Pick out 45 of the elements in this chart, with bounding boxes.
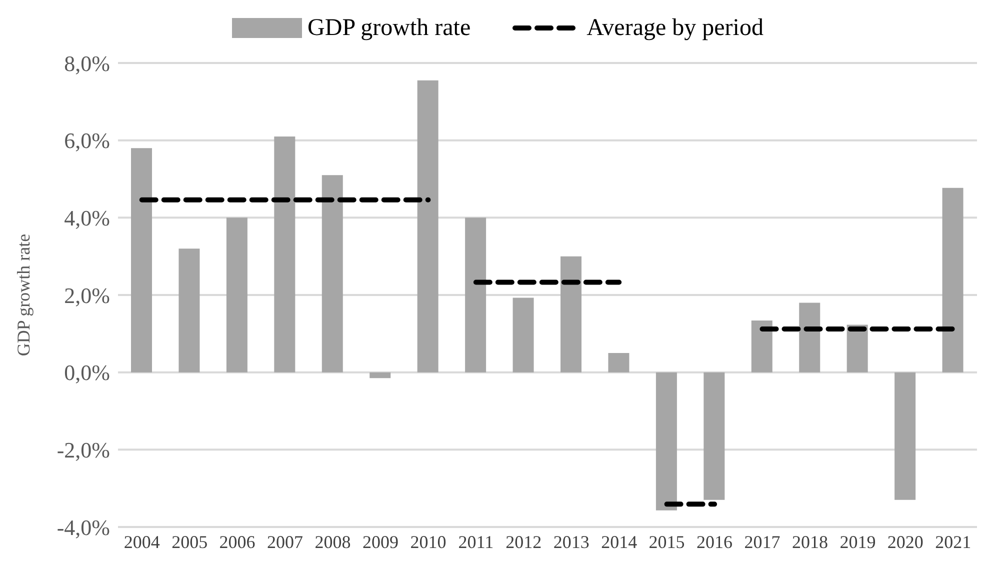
bar bbox=[370, 372, 391, 378]
bar bbox=[608, 353, 630, 372]
y-tick-label: 8,0% bbox=[64, 50, 110, 76]
bar bbox=[274, 136, 296, 372]
y-tick-label: -4,0% bbox=[56, 514, 110, 540]
x-tick-label: 2011 bbox=[458, 532, 494, 552]
x-tick-label: 2005 bbox=[172, 532, 208, 552]
x-tick-label: 2018 bbox=[792, 532, 828, 552]
bar bbox=[465, 218, 486, 372]
bar bbox=[894, 372, 916, 500]
legend-label: GDP growth rate bbox=[308, 14, 471, 42]
bar bbox=[751, 320, 772, 372]
bar bbox=[942, 188, 964, 372]
x-tick-label: 2013 bbox=[553, 532, 590, 552]
bar bbox=[704, 372, 725, 500]
y-tick-label: 2,0% bbox=[64, 282, 110, 308]
y-tick-label: 6,0% bbox=[64, 128, 110, 154]
x-tick-label: 2021 bbox=[935, 532, 972, 552]
x-tick-label: 2019 bbox=[840, 532, 876, 552]
x-tick-label: 2009 bbox=[362, 532, 398, 552]
y-tick-label: 4,0% bbox=[64, 205, 110, 230]
bar bbox=[131, 148, 152, 372]
x-tick-label: 2014 bbox=[601, 532, 638, 552]
y-axis-title: GDP growth rate bbox=[13, 234, 34, 356]
bar bbox=[226, 218, 248, 372]
bar bbox=[322, 175, 343, 372]
bar bbox=[512, 298, 534, 372]
bar bbox=[560, 256, 582, 372]
x-tick-label: 2007 bbox=[267, 532, 304, 552]
y-tick-label: -2,0% bbox=[56, 437, 110, 462]
bar bbox=[178, 248, 200, 372]
bar bbox=[656, 372, 677, 510]
x-tick-label: 2016 bbox=[696, 532, 733, 552]
bar bbox=[799, 302, 820, 372]
x-tick-label: 2020 bbox=[887, 532, 924, 552]
x-tick-label: 2004 bbox=[124, 532, 160, 552]
x-tick-label: 2015 bbox=[648, 532, 685, 552]
x-tick-label: 2012 bbox=[506, 532, 542, 552]
x-tick-label: 2017 bbox=[744, 532, 780, 552]
legend-label: Average by period bbox=[586, 14, 764, 42]
y-tick-label: 0,0% bbox=[64, 360, 110, 386]
x-tick-label: 2008 bbox=[314, 532, 351, 552]
x-tick-label: 2006 bbox=[219, 532, 256, 552]
x-tick-label: 2010 bbox=[410, 532, 446, 552]
bar bbox=[417, 80, 438, 372]
